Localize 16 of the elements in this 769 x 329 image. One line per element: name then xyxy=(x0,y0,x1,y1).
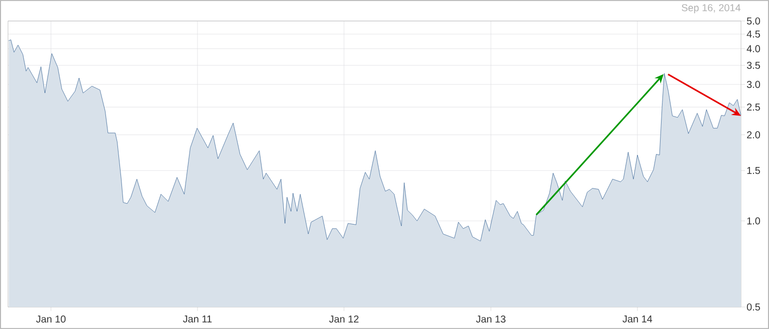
y-tick-label: 2.5 xyxy=(747,104,760,111)
y-tick-label: 1.5 xyxy=(747,167,760,174)
x-tick-label: Jan 12 xyxy=(329,316,358,323)
y-tick-label: 3.0 xyxy=(746,80,760,88)
y-tick-label: 0.5 xyxy=(746,303,760,311)
x-tick-label: Jan 10 xyxy=(36,316,66,323)
y-tick-label: 5.0 xyxy=(746,17,760,25)
x-tick-label: Jan 11 xyxy=(182,316,212,322)
x-tick-label: Jan 13 xyxy=(476,316,506,323)
text: Sep 16, 2014 xyxy=(682,4,740,14)
y-tick-label: 2.0 xyxy=(747,131,760,138)
y-tick-label: 1.0 xyxy=(747,217,760,224)
y-tick-label: 3.5 xyxy=(746,62,760,69)
y-tick-label: 4.5 xyxy=(746,30,760,38)
y-tick-label: 4.0 xyxy=(746,45,760,52)
x-tick-label: Jan 14 xyxy=(622,316,652,322)
